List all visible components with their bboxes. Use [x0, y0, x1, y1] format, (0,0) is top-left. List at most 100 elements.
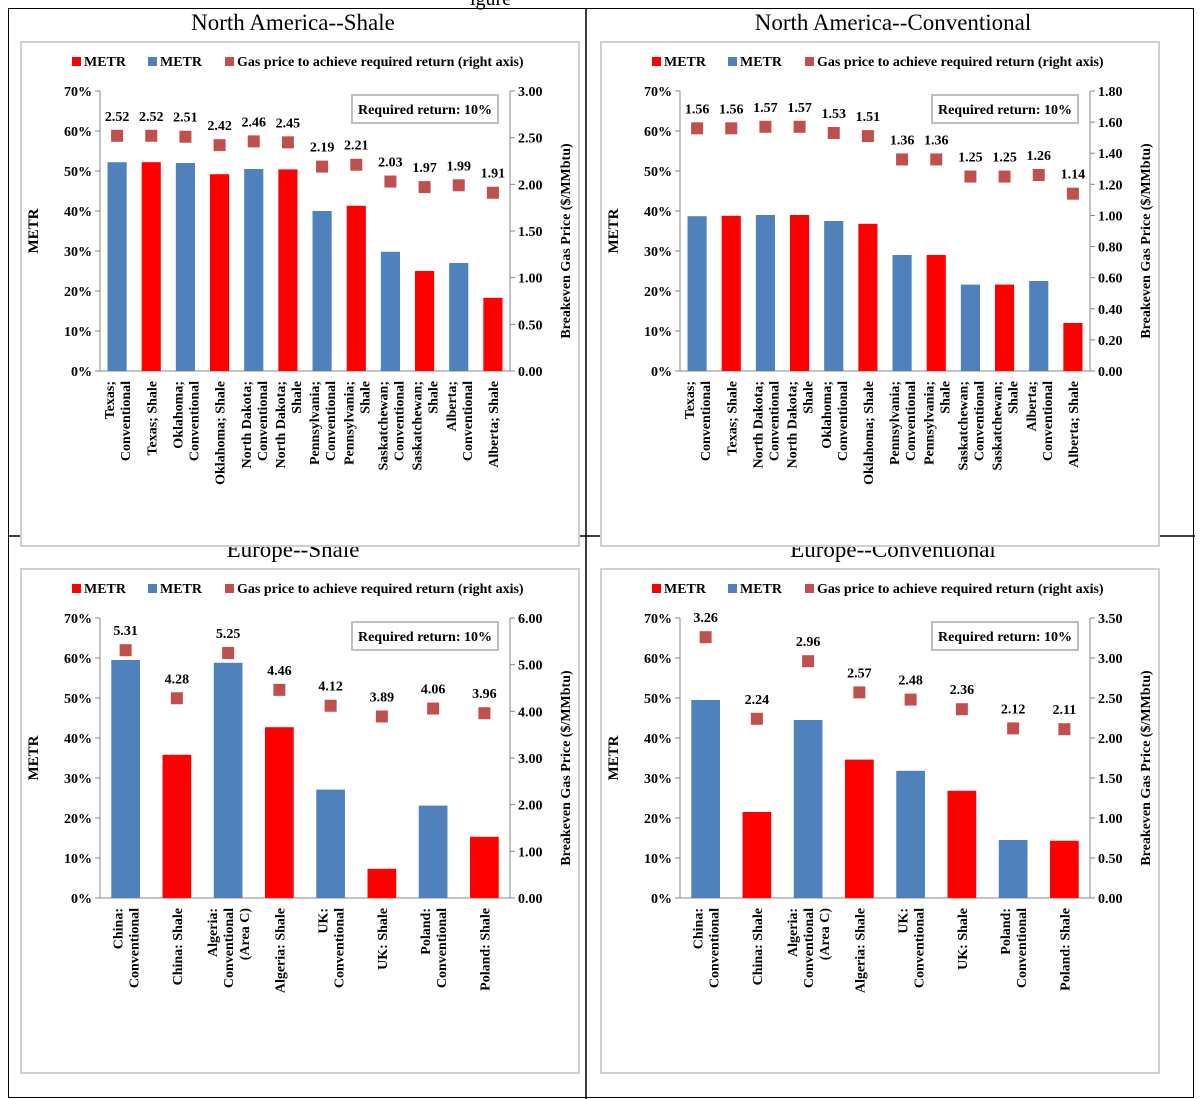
metr-bar: [107, 162, 127, 371]
category-label: Conventional: [699, 381, 714, 461]
gas-price-marker: [853, 686, 866, 699]
category-label: Poland:: [419, 908, 434, 955]
metr-bar: [995, 284, 1015, 371]
metr-bar: [111, 660, 140, 898]
y2-tick-label: 0.20: [1098, 334, 1123, 349]
category-label: China:: [692, 908, 707, 949]
gas-price-marker: [1058, 723, 1071, 736]
y-tick-label: 40%: [64, 732, 92, 747]
gas-price-marker: [478, 707, 491, 720]
gas-price-label: 1.14: [1061, 168, 1086, 183]
chart-svg: METR METR Gas price to achieve required re…: [606, 55, 1154, 485]
gas-price-marker: [1007, 722, 1020, 735]
y2-tick-label: 0.00: [518, 892, 543, 907]
gas-price-marker: [827, 127, 840, 139]
y-tick-label: 0%: [71, 365, 92, 380]
gas-price-label: 1.25: [958, 151, 983, 166]
metr-bar: [858, 223, 878, 371]
y2-tick-label: 1.00: [1098, 209, 1123, 224]
y-tick-label: 30%: [64, 245, 92, 260]
y2-tick-label: 1.20: [1098, 178, 1123, 193]
metr-bar: [1050, 840, 1079, 898]
y-tick-label: 40%: [644, 205, 672, 220]
gas-price-marker: [750, 712, 763, 725]
legend-label: METR: [160, 55, 203, 70]
metr-bar: [721, 215, 741, 371]
y-tick-label: 30%: [644, 245, 672, 260]
category-label: Poland: Shale: [478, 908, 493, 991]
category-label: Oklahoma;: [820, 381, 835, 449]
y2-tick-label: 1.60: [1098, 116, 1123, 131]
gas-price-label: 3.89: [370, 690, 395, 705]
annotation-box: [931, 621, 1079, 651]
category-label: Saskatchewan;: [411, 381, 426, 470]
category-label: Texas;: [103, 381, 118, 419]
category-label: Shale: [1007, 381, 1022, 414]
gas-price-marker: [759, 120, 772, 133]
y-tick-label: 10%: [644, 325, 672, 340]
y2-axis-title: Breakeven Gas Price ($/MMbtu): [559, 143, 574, 339]
gas-price-marker: [896, 153, 909, 166]
gas-price-marker: [904, 693, 917, 706]
y2-tick-label: 2.00: [518, 178, 543, 193]
category-label: Shale: [938, 381, 953, 414]
gas-price-marker: [222, 647, 235, 659]
y-tick-label: 40%: [644, 732, 672, 747]
y-tick-label: 70%: [64, 612, 92, 627]
category-label: UK: Shale: [956, 908, 971, 970]
legend-swatch: [148, 57, 157, 66]
category-label: Shale: [802, 381, 817, 414]
y2-tick-label: 1.40: [1098, 147, 1123, 162]
page-title: igure: [0, 0, 1201, 10]
metr-bar: [742, 812, 772, 898]
gas-price-label: 1.26: [1027, 149, 1052, 164]
metr-bar: [346, 205, 366, 371]
y-tick-label: 60%: [64, 125, 92, 140]
gas-price-marker: [384, 175, 397, 188]
annotation-box: [351, 94, 499, 124]
y2-tick-label: 0.50: [1098, 852, 1123, 867]
gas-price-marker: [247, 135, 260, 148]
annotation-box: [931, 94, 1079, 124]
legend-label: METR: [664, 582, 707, 597]
gas-price-label: 4.28: [165, 672, 190, 687]
legend-swatch: [652, 57, 661, 66]
gas-price-label: 2.19: [310, 141, 335, 156]
metr-bar: [210, 174, 230, 371]
y2-tick-label: 2.00: [518, 799, 543, 814]
gas-price-marker: [1032, 169, 1045, 181]
category-label: China: Shale: [751, 908, 766, 985]
y-tick-label: 30%: [644, 772, 672, 787]
gas-price-label: 2.12: [1001, 702, 1026, 717]
legend-swatch: [805, 584, 814, 593]
y-tick-label: 40%: [64, 205, 92, 220]
category-label: Pennsylvania;: [922, 381, 937, 465]
legend-label: METR: [740, 55, 783, 70]
category-label: Pennsylvania;: [342, 381, 357, 465]
gas-price-marker: [324, 699, 337, 712]
y-axis-title: METR: [26, 735, 42, 780]
y2-tick-label: 0.50: [518, 318, 543, 333]
metr-bar: [790, 215, 810, 371]
y2-tick-label: 0.00: [1098, 365, 1123, 380]
y-tick-label: 50%: [64, 165, 92, 180]
metr-bar: [175, 163, 195, 371]
category-label: Algeria: Shale: [853, 908, 868, 993]
y2-axis-title: Breakeven Gas Price ($/MMbtu): [1139, 143, 1154, 339]
category-label: Algeria:: [786, 908, 801, 957]
gas-price-marker: [273, 683, 286, 696]
gas-price-label: 4.46: [267, 664, 292, 679]
gas-price-marker: [930, 153, 943, 166]
category-label: Conventional: [1041, 381, 1056, 461]
category-label: Texas; Shale: [725, 381, 740, 456]
category-label: North Dakota;: [751, 381, 766, 469]
gas-price-label: 2.96: [796, 635, 821, 650]
chart-title-na-shale: North America--Shale: [191, 10, 395, 35]
metr-bar: [244, 169, 264, 371]
gas-price-label: 1.99: [447, 159, 472, 174]
category-label: Conventional: [972, 381, 987, 461]
category-label: Alberta;: [1025, 381, 1040, 432]
metr-bar: [926, 255, 946, 371]
gas-price-label: 2.24: [745, 693, 770, 708]
metr-bar: [998, 840, 1028, 898]
